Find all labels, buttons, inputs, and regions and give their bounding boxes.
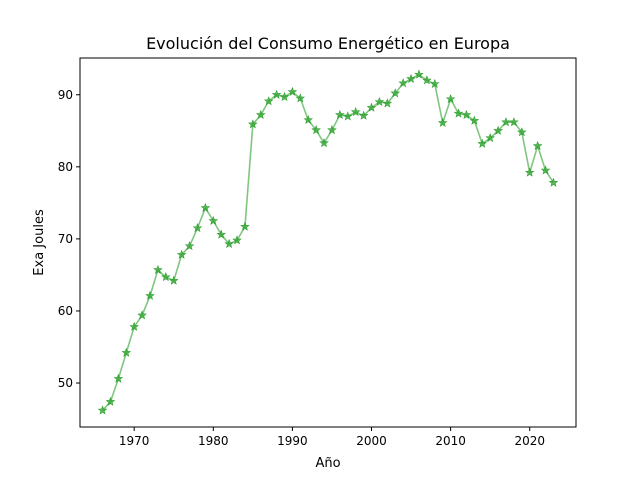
data-point-star <box>129 321 139 331</box>
data-point-star <box>453 108 464 118</box>
y-tick-label: 90 <box>58 88 73 102</box>
data-point-star <box>327 125 337 135</box>
y-axis: 50 60 70 80 90 <box>58 88 80 390</box>
data-point-star <box>153 264 163 274</box>
data-point-star <box>437 117 448 127</box>
data-point-star <box>548 177 559 187</box>
data-point-star <box>176 249 187 259</box>
plot-area <box>97 69 559 415</box>
data-point-star <box>240 221 250 231</box>
data-point-star <box>184 241 195 251</box>
data-point-star <box>105 396 116 406</box>
data-point-star <box>271 89 282 99</box>
x-axis-label: Año <box>315 456 340 471</box>
data-point-star <box>422 75 432 85</box>
data-point-star <box>493 125 503 135</box>
x-tick-label: 2010 <box>435 434 466 448</box>
data-point-star <box>342 111 353 121</box>
data-point-star <box>263 96 274 106</box>
data-point-star <box>168 275 179 285</box>
data-point-star <box>192 223 203 233</box>
data-point-star <box>477 138 488 148</box>
data-point-star <box>501 117 511 127</box>
data-point-star <box>311 125 321 135</box>
x-tick-label: 1970 <box>119 434 150 448</box>
data-point-star <box>232 235 242 245</box>
data-point-star <box>255 109 266 120</box>
x-tick-label: 1990 <box>277 434 308 448</box>
series-line <box>101 73 555 411</box>
data-point-star <box>406 73 416 83</box>
data-point-star <box>517 127 527 137</box>
data-point-star <box>540 165 551 175</box>
data-point-star <box>295 93 306 103</box>
y-axis-label: Exa Joules <box>32 209 47 276</box>
axes-frame <box>79 57 577 428</box>
data-point-star <box>319 138 329 148</box>
data-point-star <box>335 109 345 120</box>
data-point-star <box>121 347 132 357</box>
x-axis: 1970 1980 1990 2000 2010 2020 <box>119 427 545 448</box>
data-point-star <box>414 69 424 79</box>
data-point-star <box>97 405 108 415</box>
data-point-star <box>248 119 258 129</box>
data-point-star <box>161 272 171 282</box>
data-point-star <box>366 102 377 112</box>
data-point-star <box>113 373 124 383</box>
data-point-star <box>461 109 472 120</box>
data-point-star <box>532 140 543 150</box>
data-point-star <box>398 78 408 88</box>
chart-title: Evolución del Consumo Energético en Euro… <box>146 34 510 53</box>
data-point-star <box>469 115 480 125</box>
data-point-star <box>287 86 298 96</box>
data-point-star <box>137 310 147 320</box>
y-tick-label: 60 <box>58 304 73 318</box>
x-tick-label: 2020 <box>514 434 545 448</box>
data-point-star <box>509 117 519 127</box>
data-point-star <box>485 132 495 143</box>
data-point-star <box>358 110 369 120</box>
data-point-star <box>390 88 401 98</box>
data-point-star <box>374 96 385 107</box>
data-point-star <box>445 94 456 104</box>
y-tick-label: 70 <box>58 232 73 246</box>
data-point-star <box>350 107 361 117</box>
data-point-star <box>224 238 234 249</box>
x-tick-label: 1980 <box>198 434 229 448</box>
data-point-star <box>430 78 440 89</box>
data-point-star <box>208 215 219 225</box>
x-tick-label: 2000 <box>356 434 387 448</box>
data-point-star <box>279 91 290 101</box>
y-tick-label: 80 <box>58 160 73 174</box>
data-point-star <box>216 229 226 239</box>
data-point-star <box>303 114 314 125</box>
data-point-star <box>145 290 155 300</box>
data-point-star <box>200 202 211 212</box>
data-point-star <box>524 167 535 177</box>
y-tick-label: 50 <box>58 376 73 390</box>
data-point-star <box>382 98 393 108</box>
